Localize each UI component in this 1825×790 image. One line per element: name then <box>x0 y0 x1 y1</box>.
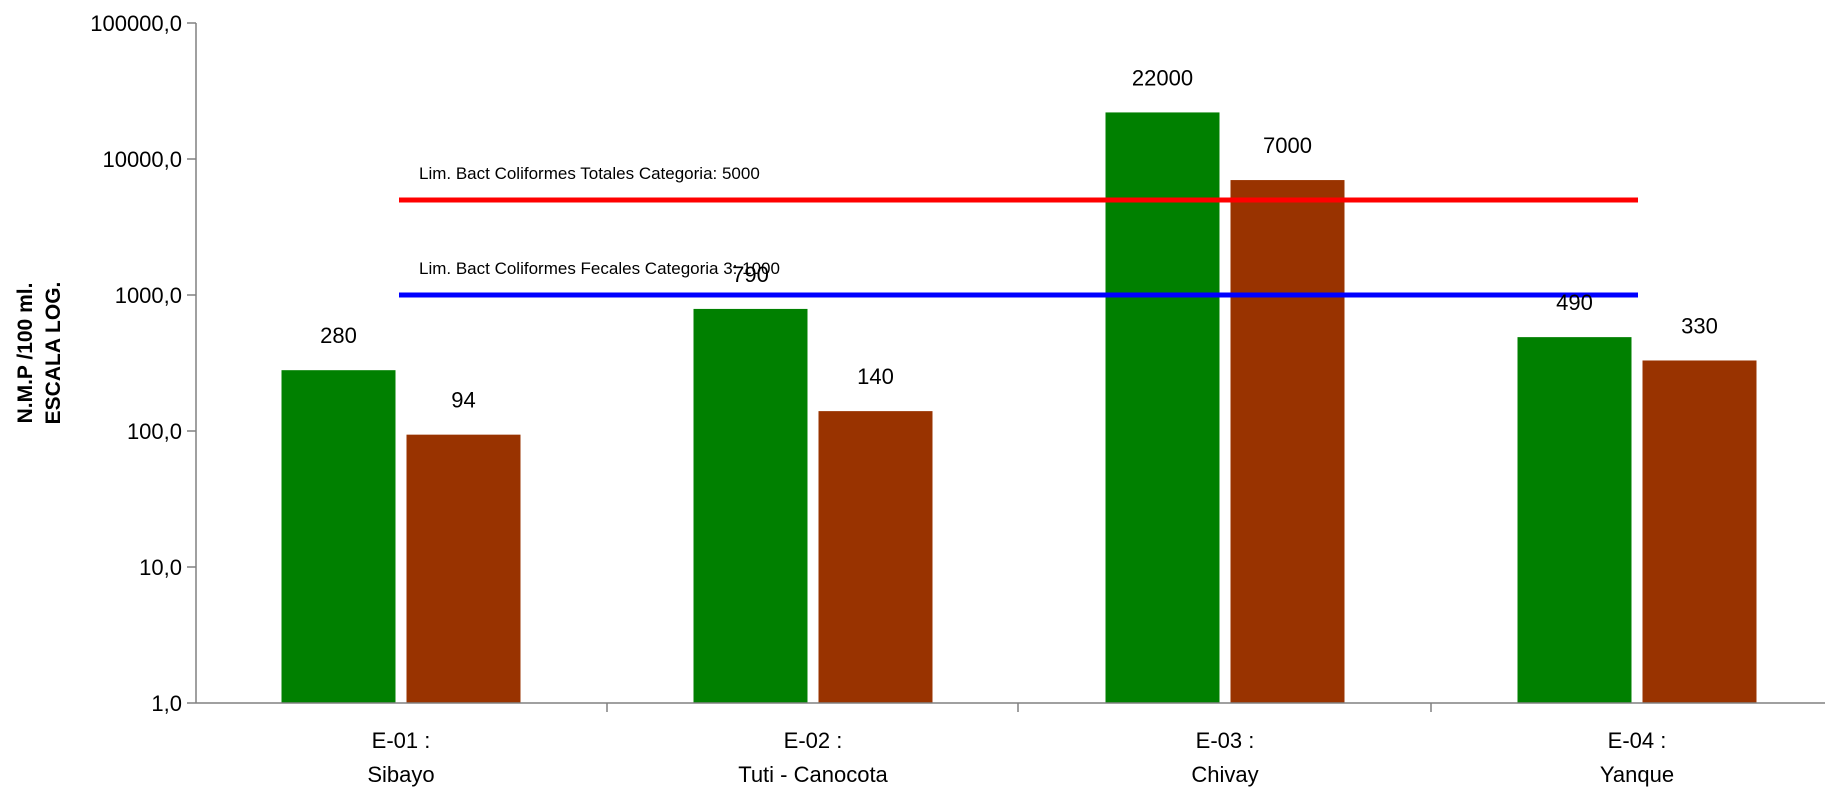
bar <box>1517 337 1632 703</box>
y-axis-title: N.M.P /100 ml. ESCALA LOG. <box>14 282 65 425</box>
x-tick-label: E-01 : <box>372 728 431 753</box>
y-tick-label: 100000,0 <box>90 11 182 36</box>
y-axis-title-line: ESCALA LOG. <box>42 282 65 425</box>
bar <box>406 434 521 703</box>
data-labels: 280 790 22000 490 94 140 7000 330 <box>320 65 1718 412</box>
data-label: 140 <box>857 364 894 389</box>
x-axis: E-01 : Sibayo E-02 : Tuti - Canocota E-03 : C… <box>196 702 1825 787</box>
data-label: 490 <box>1556 290 1593 315</box>
x-tick-label: Yanque <box>1600 762 1674 787</box>
data-label: 94 <box>451 388 475 413</box>
bar <box>693 308 808 703</box>
y-axis-title-line: N.M.P /100 ml. <box>14 283 37 424</box>
y-tick-label: 10000,0 <box>102 147 182 172</box>
bar <box>1642 360 1757 703</box>
bar <box>1230 180 1345 704</box>
y-tick-label: 100,0 <box>127 419 182 444</box>
data-label: 280 <box>320 323 357 348</box>
data-label: 7000 <box>1263 133 1312 158</box>
reference-line-label: Lim. Bact Coliformes Totales Categoria: … <box>419 164 760 183</box>
x-tick-label: E-03 : <box>1196 728 1255 753</box>
x-tick-label: Sibayo <box>367 762 434 787</box>
y-tick-label: 10,0 <box>139 555 182 580</box>
reference-lines: Lim. Bact Coliformes Totales Categoria: … <box>399 164 1638 298</box>
data-label: 22000 <box>1132 65 1193 90</box>
y-axis: 1,0 10,0 100,0 1000,0 10000,0 100000,0 <box>90 11 197 716</box>
data-label: 790 <box>732 262 769 287</box>
bar <box>818 411 933 703</box>
y-tick-label: 1000,0 <box>115 283 182 308</box>
x-tick-label: Chivay <box>1191 762 1258 787</box>
x-tick-label: E-02 : <box>784 728 843 753</box>
bar <box>281 370 396 703</box>
y-tick-label: 1,0 <box>151 691 182 716</box>
reference-line-label: Lim. Bact Coliformes Fecales Categoria 3… <box>419 259 780 278</box>
bars <box>281 112 1757 704</box>
bar <box>1105 112 1220 703</box>
data-label: 330 <box>1681 313 1718 338</box>
x-tick-label: E-04 : <box>1608 728 1667 753</box>
x-tick-label: Tuti - Canocota <box>738 762 888 787</box>
